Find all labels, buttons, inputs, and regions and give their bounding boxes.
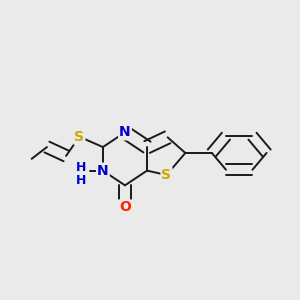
Text: H: H (76, 173, 86, 187)
Text: H: H (76, 161, 86, 174)
Text: S: S (74, 130, 84, 144)
Text: N: N (97, 164, 109, 178)
Text: O: O (119, 200, 131, 214)
Text: S: S (161, 168, 172, 182)
Text: N: N (119, 125, 131, 139)
